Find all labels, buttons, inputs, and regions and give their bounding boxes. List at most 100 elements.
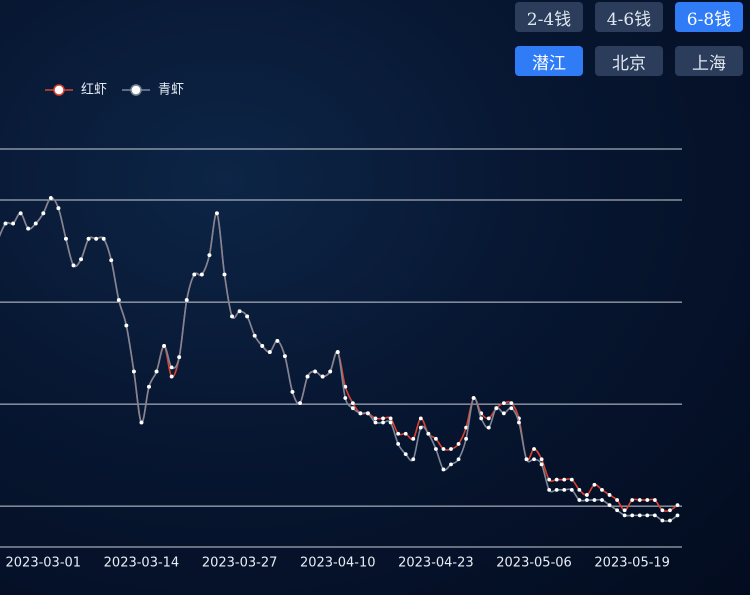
- data-point: [426, 431, 431, 436]
- x-tick-label: 2023-04-23: [398, 556, 474, 571]
- data-point: [668, 508, 672, 513]
- data-point: [94, 236, 99, 241]
- data-point: [64, 236, 68, 241]
- data-point: [509, 401, 514, 406]
- legend-label: 红虾: [81, 82, 107, 98]
- data-point: [320, 374, 325, 379]
- data-point: [660, 518, 665, 523]
- filter-button[interactable]: 2-4钱: [515, 2, 583, 32]
- data-point: [524, 457, 529, 462]
- data-point: [283, 354, 287, 359]
- data-point: [381, 416, 385, 421]
- data-point: [554, 487, 559, 492]
- data-point: [418, 425, 423, 430]
- x-tick-label: 2023-05-19: [594, 556, 670, 571]
- data-point: [396, 442, 401, 446]
- x-tick-label: 2023-03-27: [202, 556, 278, 571]
- data-point: [464, 436, 468, 441]
- data-point: [675, 503, 680, 508]
- data-point: [328, 369, 333, 374]
- x-tick-label: 2023-03-14: [104, 556, 180, 571]
- data-point: [501, 411, 506, 416]
- data-point: [539, 462, 544, 467]
- data-point: [456, 457, 461, 462]
- data-point: [569, 487, 574, 492]
- data-point: [441, 447, 446, 451]
- data-point: [381, 420, 385, 425]
- data-point: [388, 416, 393, 421]
- data-point: [109, 258, 114, 263]
- data-point: [615, 498, 619, 502]
- data-point: [267, 350, 272, 354]
- data-point: [33, 221, 38, 226]
- data-point: [577, 487, 582, 492]
- data-point: [350, 406, 355, 411]
- data-point: [486, 425, 491, 430]
- data-point: [585, 493, 589, 497]
- data-point: [116, 298, 121, 302]
- data-point: [585, 498, 589, 502]
- data-point: [456, 442, 461, 446]
- data-point: [215, 211, 219, 216]
- data-point: [86, 236, 91, 241]
- data-point: [132, 369, 136, 374]
- data-point: [509, 406, 514, 411]
- filter-button[interactable]: 4-6钱: [595, 2, 663, 32]
- data-point: [71, 263, 76, 268]
- x-tick-label: 2023-03-01: [6, 556, 82, 571]
- data-point: [147, 384, 151, 389]
- data-point: [547, 477, 552, 482]
- data-point: [637, 513, 642, 518]
- data-point: [532, 457, 536, 462]
- data-point: [652, 513, 657, 518]
- data-point: [11, 221, 16, 226]
- data-point: [562, 477, 567, 482]
- data-point: [434, 447, 438, 451]
- data-point: [177, 355, 182, 360]
- data-point: [48, 196, 53, 200]
- data-point: [373, 420, 378, 425]
- data-point: [373, 416, 378, 421]
- data-point: [441, 467, 446, 472]
- data-point: [569, 477, 574, 482]
- data-point: [464, 425, 468, 430]
- data-point: [592, 498, 597, 502]
- data-point: [350, 401, 355, 406]
- filter-button[interactable]: 上海: [675, 46, 743, 76]
- data-point: [622, 513, 627, 518]
- data-point: [630, 498, 635, 502]
- data-point: [675, 513, 680, 518]
- data-point: [343, 384, 348, 389]
- data-point: [230, 314, 234, 319]
- data-point: [184, 298, 189, 302]
- data-point: [169, 374, 174, 379]
- data-point: [494, 406, 499, 411]
- filter-button[interactable]: 6-8钱: [675, 2, 743, 32]
- data-point: [471, 396, 476, 400]
- data-point: [562, 487, 567, 492]
- x-tick-label: 2023-05-06: [496, 556, 572, 571]
- data-point: [252, 333, 257, 338]
- data-point: [245, 314, 250, 319]
- data-point: [388, 420, 393, 425]
- data-point: [449, 447, 453, 451]
- data-point: [645, 498, 650, 502]
- data-point: [298, 401, 302, 406]
- data-point: [335, 350, 340, 354]
- data-point: [600, 498, 604, 502]
- data-point: [622, 508, 627, 513]
- data-point: [411, 457, 416, 462]
- data-point: [660, 508, 665, 513]
- data-point: [18, 211, 23, 216]
- filter-button[interactable]: 北京: [595, 46, 663, 76]
- data-point: [615, 508, 619, 513]
- data-point: [101, 236, 106, 241]
- filter-button[interactable]: 潜江: [515, 46, 583, 76]
- data-point: [403, 452, 408, 457]
- data-point: [501, 401, 506, 406]
- data-point: [547, 487, 552, 492]
- data-point: [3, 221, 8, 226]
- legend-label: 青虾: [158, 83, 184, 98]
- data-point: [79, 257, 83, 262]
- data-point: [237, 309, 242, 314]
